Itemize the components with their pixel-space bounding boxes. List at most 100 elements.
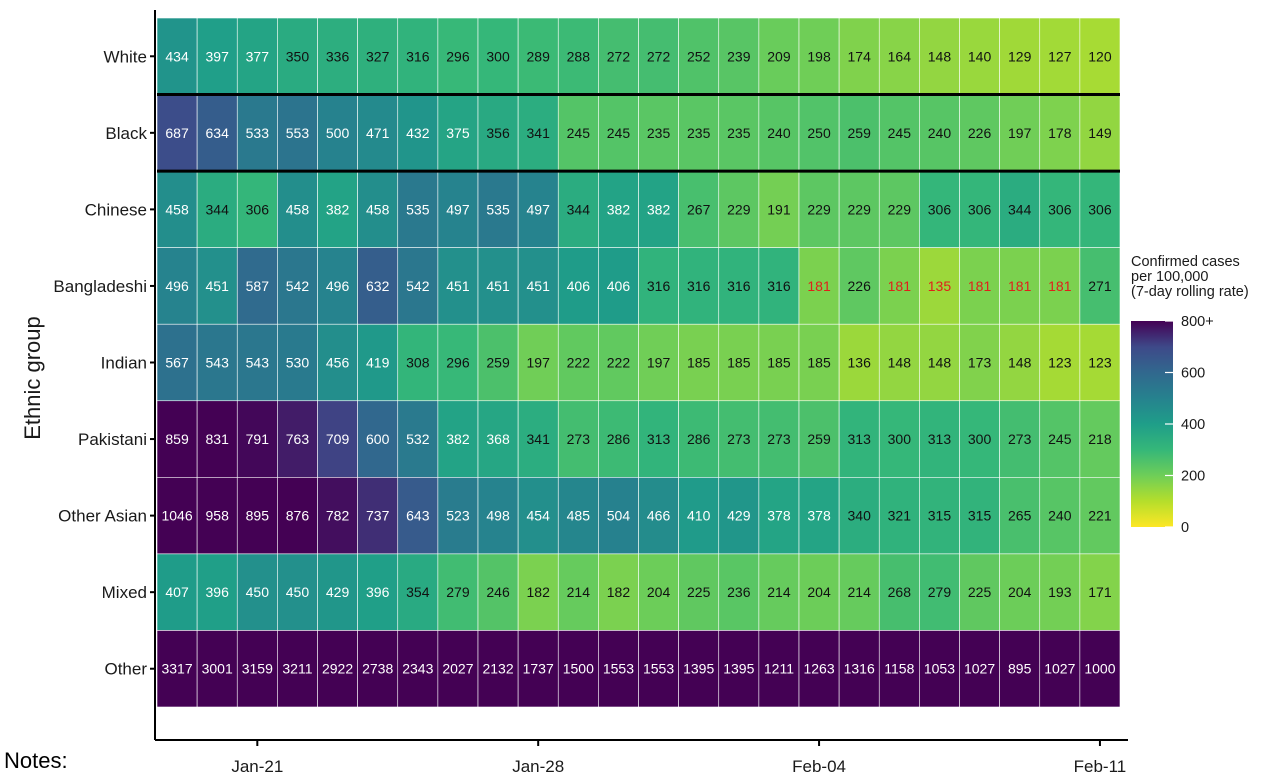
cell-value-label: 209 <box>767 48 791 64</box>
cell-value-label: 336 <box>326 48 350 64</box>
cell-value-label: 240 <box>1048 508 1072 524</box>
heatmap-cell <box>317 553 358 631</box>
cell-value-label: 368 <box>486 431 510 447</box>
heatmap-cell <box>838 170 880 248</box>
heatmap-cell <box>317 247 358 325</box>
cell-value-label: 497 <box>446 201 470 217</box>
heatmap-cell <box>437 400 479 478</box>
cell-value-label: 1027 <box>964 661 995 677</box>
heatmap-cell <box>437 323 479 402</box>
cell-value-label: 316 <box>687 278 711 294</box>
heatmap-cell <box>838 400 880 478</box>
cell-value-label: 225 <box>687 584 711 600</box>
heatmap-cell <box>1079 170 1121 248</box>
heatmap-cell <box>557 553 599 631</box>
cell-value-label: 2027 <box>442 661 473 677</box>
heatmap-cell <box>598 17 639 95</box>
cell-value-label: 466 <box>647 508 671 524</box>
cell-value-label: 958 <box>206 508 230 524</box>
heatmap-cell <box>878 323 920 402</box>
heatmap-cell <box>357 477 399 555</box>
cell-value-label: 316 <box>647 278 671 294</box>
heatmap-cell <box>678 553 720 631</box>
heatmap-cell <box>437 553 479 631</box>
heatmap-cell <box>878 553 920 631</box>
cell-value-label: 496 <box>326 278 350 294</box>
cell-value-label: 315 <box>928 508 952 524</box>
cell-value-label: 485 <box>567 508 591 524</box>
heatmap-cell <box>999 247 1041 325</box>
cell-value-label: 737 <box>366 508 390 524</box>
heatmap-cell <box>1039 94 1081 172</box>
cell-value-label: 191 <box>767 201 791 217</box>
row-label: Bangladeshi <box>53 277 147 296</box>
heatmap-cell <box>598 477 639 555</box>
heatmap-cell <box>277 400 318 478</box>
cell-value-label: 306 <box>1048 201 1072 217</box>
cell-value-label: 1395 <box>683 661 714 677</box>
cell-value-label: 296 <box>446 48 470 64</box>
row-label: Mixed <box>102 583 147 602</box>
cell-value-label: 451 <box>486 278 510 294</box>
cell-value-label: 2922 <box>322 661 353 677</box>
cell-value-label: 236 <box>727 584 751 600</box>
legend-tick-label: 400 <box>1181 417 1205 433</box>
heatmap-cell <box>959 630 1000 708</box>
row-separators <box>157 93 1120 173</box>
cell-value-label: 259 <box>486 355 510 371</box>
cell-value-label: 240 <box>767 125 791 141</box>
heatmap-cell <box>999 400 1041 478</box>
cell-value-label: 185 <box>807 355 831 371</box>
heatmap-cell <box>878 247 920 325</box>
cell-value-label: 456 <box>326 355 350 371</box>
cell-value-label: 306 <box>1088 201 1112 217</box>
cell-value-label: 148 <box>928 48 952 64</box>
legend-tick-label: 200 <box>1181 469 1205 485</box>
heatmap-cell <box>317 400 358 478</box>
cell-value-label: 791 <box>246 431 270 447</box>
cell-value-label: 782 <box>326 508 350 524</box>
cell-value-label: 709 <box>326 431 350 447</box>
cell-value-label: 350 <box>286 48 310 64</box>
heatmap-cell <box>277 17 318 95</box>
heatmap-cell <box>678 477 720 555</box>
heatmap-cell <box>999 323 1041 402</box>
cell-value-label: 127 <box>1048 48 1072 64</box>
heatmap-cell <box>678 247 720 325</box>
cell-value-label: 354 <box>406 584 430 600</box>
cell-value-label: 204 <box>647 584 671 600</box>
legend-tick-label: 800+ <box>1181 314 1214 330</box>
cell-value-label: 377 <box>246 48 270 64</box>
cell-value-label: 313 <box>928 431 952 447</box>
cell-value-label: 129 <box>1008 48 1032 64</box>
heatmap-cell <box>1039 477 1081 555</box>
cell-value-label: 225 <box>968 584 992 600</box>
cell-value-label: 226 <box>848 278 872 294</box>
heatmap-cell <box>156 400 198 478</box>
cell-value-label: 272 <box>607 48 631 64</box>
heatmap-cell <box>638 247 679 325</box>
heatmap-cell <box>598 323 639 402</box>
cell-value-label: 185 <box>727 355 751 371</box>
cell-value-label: 197 <box>527 355 551 371</box>
cell-value-label: 407 <box>165 584 189 600</box>
heatmap-cell <box>236 477 278 555</box>
cell-value-label: 419 <box>366 355 390 371</box>
cell-value-label: 535 <box>406 201 430 217</box>
heatmap-cell <box>196 17 238 95</box>
cell-value-label: 198 <box>807 48 831 64</box>
x-tick-label: Feb-11 <box>1074 757 1127 776</box>
heatmap-cell <box>999 94 1041 172</box>
row-label: Other Asian <box>58 507 147 526</box>
heatmap-cell <box>277 323 318 402</box>
row-label: Other <box>104 660 147 679</box>
heatmap-cell <box>1079 400 1121 478</box>
cell-value-label: 375 <box>446 125 470 141</box>
cell-value-label: 316 <box>406 48 430 64</box>
cell-value-label: 300 <box>968 431 992 447</box>
cell-value-label: 643 <box>406 508 430 524</box>
heatmap-cell <box>758 170 800 248</box>
row-label: White <box>104 47 147 66</box>
cell-value-label: 1046 <box>161 508 192 524</box>
heatmap-cell <box>277 630 318 708</box>
